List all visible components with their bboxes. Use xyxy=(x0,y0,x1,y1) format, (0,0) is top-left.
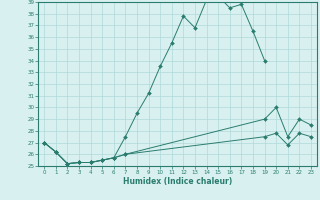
X-axis label: Humidex (Indice chaleur): Humidex (Indice chaleur) xyxy=(123,177,232,186)
